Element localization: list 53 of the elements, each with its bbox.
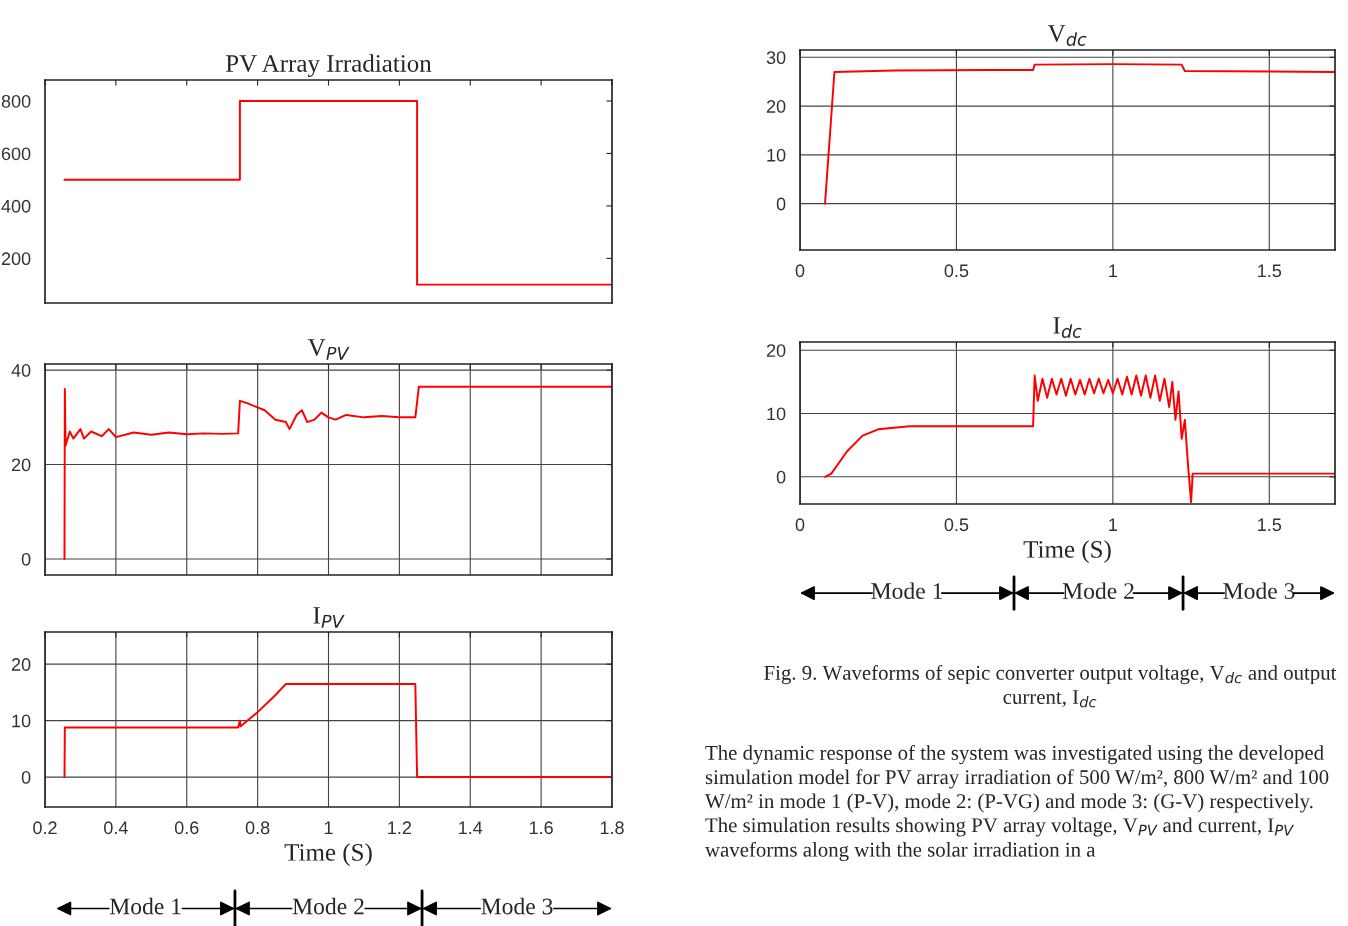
- text: Mode 1: [871, 582, 942, 600]
- y-tick-label: 40: [11, 364, 31, 377]
- text: Fig. 9. Waveforms of sepic converter output voltage, V$_{dc}$ and output current, I$_{dc}$: [764, 665, 1337, 708]
- y-tick-label: 200: [1, 252, 31, 266]
- y-tick-label: 20: [11, 458, 31, 472]
- y-tick-label: 10: [12, 714, 31, 728]
- y-tick-label: 800: [1, 94, 31, 108]
- x-axis-title: Time (S): [284, 843, 372, 866]
- chart-title: V$_{dc}$: [1047, 25, 1087, 46]
- x-tick-label: 1: [1109, 264, 1118, 277]
- x-tick-label: 1: [1109, 518, 1118, 531]
- text: The dynamic response of the system was investigated using the developed simulation model for PV array irradiation of 500 W/m², 800 W/m² and 100 W/m² in mode 1 (P-V), mode 2: (P-VG) and mode 3: (G-V) respectively. The simulation results showing PV array voltage, V$_{PV}$ and current, I$_{PV}$ waveforms along with the solar irradiation in a: [705, 745, 1329, 862]
- y-tick-label: 600: [1, 147, 31, 161]
- chart-title: I$_{dc}$: [1053, 317, 1082, 338]
- y-tick-label: 30: [766, 51, 786, 65]
- text: Mode 2: [1062, 582, 1134, 600]
- chart-title: V$_{PV}$: [307, 339, 350, 360]
- line-series: [63, 682, 612, 779]
- x-tick-label: 1.2: [388, 821, 412, 834]
- x-tick-label: 0.8: [245, 821, 270, 835]
- text: Mode 1: [109, 897, 181, 915]
- x-tick-label: 1.8: [600, 821, 624, 835]
- y-tick-label: 20: [766, 100, 786, 113]
- x-tick-label: 1.6: [529, 821, 553, 835]
- chart-title: PV Array Irradiation: [225, 54, 432, 78]
- line-series: [824, 63, 1335, 205]
- x-tick-label: 0: [795, 264, 805, 278]
- y-tick-label: 10: [767, 407, 786, 421]
- y-tick-label: 0: [21, 771, 31, 784]
- line-series: [63, 385, 612, 560]
- chart-title: I$_{PV}$: [313, 607, 345, 628]
- x-tick-label: 0: [795, 518, 805, 532]
- x-axis-title: Time (S): [1023, 540, 1111, 563]
- text: Mode 2: [292, 897, 364, 915]
- x-tick-label: 1.5: [1258, 518, 1282, 532]
- x-tick-label: 1.5: [1258, 264, 1282, 278]
- text: Mode 3: [1223, 582, 1295, 600]
- y-tick-label: 400: [1, 199, 31, 213]
- x-tick-label: 0.4: [104, 821, 128, 835]
- y-tick-label: 20: [11, 658, 31, 671]
- x-tick-label: 0.5: [944, 264, 969, 278]
- x-tick-label: 1.4: [459, 821, 483, 834]
- line-series: [824, 374, 1335, 504]
- x-tick-label: 0.5: [944, 518, 969, 532]
- x-tick-label: 0.2: [33, 821, 57, 835]
- x-tick-label: 0.6: [174, 821, 199, 835]
- y-tick-label: 0: [776, 197, 786, 211]
- text: Mode 3: [481, 897, 553, 915]
- y-tick-label: 10: [767, 148, 786, 162]
- y-tick-label: 20: [766, 344, 786, 357]
- x-tick-label: 1: [324, 821, 333, 834]
- y-tick-label: 0: [776, 470, 786, 484]
- y-tick-label: 0: [21, 552, 31, 566]
